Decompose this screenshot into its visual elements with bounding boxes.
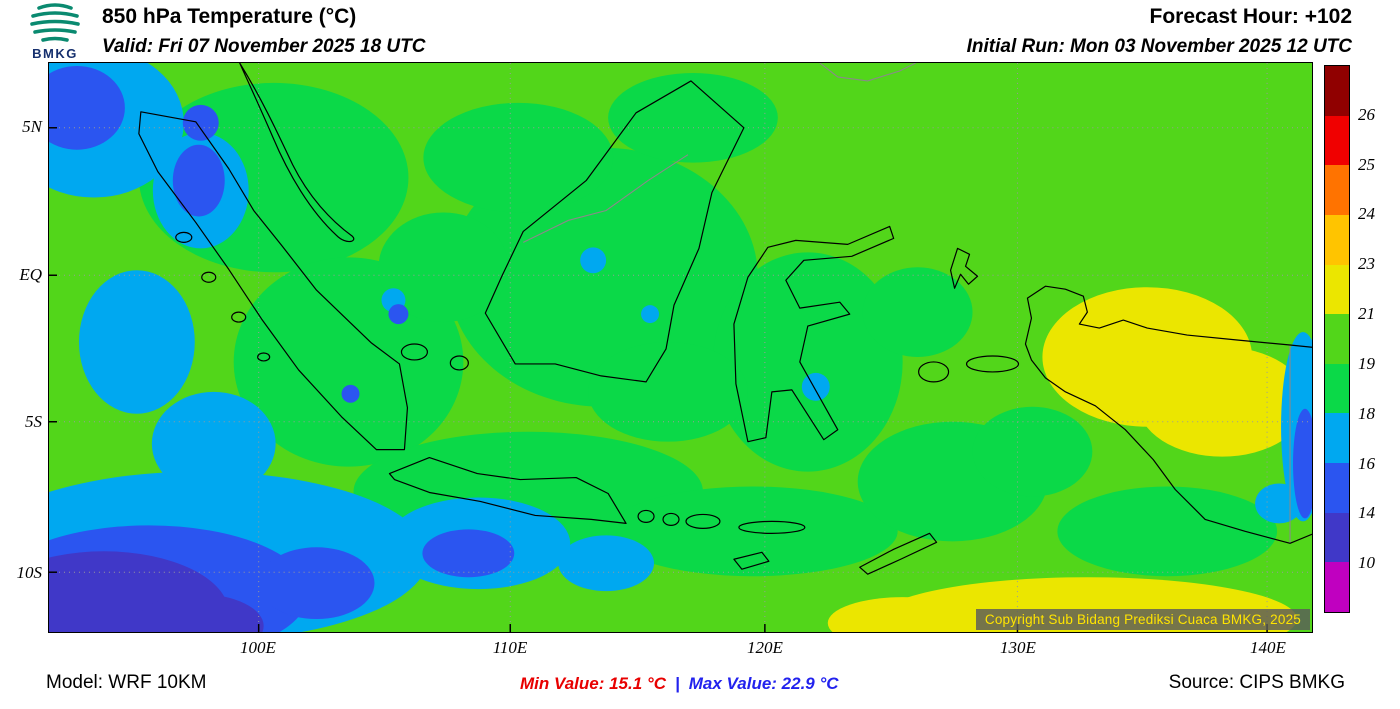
colorbar-tick-label: 10 <box>1358 553 1375 573</box>
temperature-field <box>49 63 1312 632</box>
lon-label-100e: 100E <box>240 638 276 657</box>
graticule-gridlines <box>49 63 1312 632</box>
map-frame: Copyright Sub Bidang Prediksi Cuaca BMKG… <box>48 62 1313 633</box>
colorbar-gradient <box>1324 65 1350 613</box>
temperature-map-svg <box>49 63 1312 632</box>
forecast-hour-label: Forecast Hour: +102 <box>1149 5 1353 28</box>
lon-label-130e: 130E <box>1000 638 1036 657</box>
colorbar-tick-label: 16 <box>1358 453 1375 473</box>
lon-label-110e: 110E <box>492 638 528 657</box>
run-info-block: Forecast Hour: +102 Initial Run: Mon 03 … <box>967 5 1352 58</box>
colorbar-tick-label: 21 <box>1358 304 1375 324</box>
copyright-watermark: Copyright Sub Bidang Prediksi Cuaca BMKG… <box>975 609 1310 630</box>
initial-run-label: Initial Run: Mon 03 November 2025 12 UTC <box>966 36 1352 57</box>
colorbar-segment <box>1325 463 1349 513</box>
colorbar-segment <box>1325 165 1349 215</box>
lon-label-120e: 120E <box>747 638 783 657</box>
colorbar-segment <box>1325 562 1349 613</box>
colorbar-segment <box>1325 115 1349 166</box>
minmax-values: Min Value: 15.1 °C | Max Value: 22.9 °C <box>520 674 839 694</box>
colorbar-tick-label: 23 <box>1358 254 1375 274</box>
minmax-separator: | <box>675 674 680 693</box>
min-value-label: Min Value: 15.1 °C <box>520 674 666 693</box>
lat-label-5s: 5S <box>25 412 42 431</box>
bmkg-logo-text: BMKG <box>32 46 78 61</box>
lon-label-140e: 140E <box>1250 638 1286 657</box>
model-label: Model: WRF 10KM <box>46 672 207 693</box>
title-block: 850 hPa Temperature (°C) Valid: Fri 07 N… <box>102 5 425 58</box>
colorbar-segment <box>1325 314 1349 364</box>
bmkg-logo: BMKG <box>12 2 98 61</box>
colorbar-tick-label: 19 <box>1358 353 1375 373</box>
page-title: 850 hPa Temperature (°C) <box>102 5 357 28</box>
colorbar: 26 25 24 23 21 19 18 16 14 10 <box>1324 65 1394 613</box>
lat-label-eq: EQ <box>19 265 42 284</box>
max-value-label: Max Value: 22.9 °C <box>688 674 839 693</box>
bmkg-globe-icon <box>30 3 80 42</box>
lat-label-5n: 5N <box>22 117 42 136</box>
colorbar-tick-label: 26 <box>1358 104 1375 124</box>
colorbar-tick-label: 25 <box>1358 154 1375 174</box>
coastlines <box>138 63 1312 575</box>
colorbar-tick-label: 18 <box>1358 403 1375 423</box>
colorbar-segment <box>1325 512 1349 563</box>
colorbar-segment <box>1325 363 1349 414</box>
colorbar-tick-label: 24 <box>1358 204 1375 224</box>
source-label: Source: CIPS BMKG <box>1168 672 1345 693</box>
colorbar-segment <box>1325 214 1349 265</box>
colorbar-segment <box>1325 66 1349 116</box>
valid-time-label: Valid: Fri 07 November 2025 18 UTC <box>102 36 426 57</box>
colorbar-tick-label: 14 <box>1358 503 1375 523</box>
colorbar-ticks: 26 25 24 23 21 19 18 16 14 10 <box>1358 65 1392 613</box>
country-borders <box>523 63 1291 544</box>
lat-label-10s: 10S <box>16 563 43 582</box>
colorbar-segment <box>1325 413 1349 464</box>
colorbar-segment <box>1325 264 1349 315</box>
